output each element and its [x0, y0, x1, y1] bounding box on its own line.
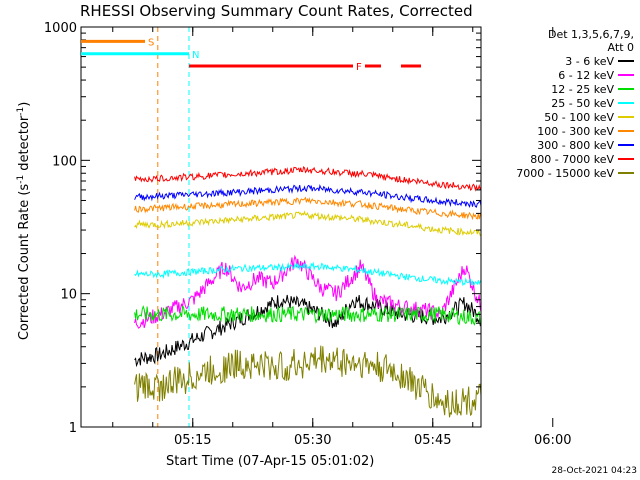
legend-label: 7000 - 15000 keV [516, 166, 614, 180]
plot-frame [80, 26, 482, 428]
legend-swatch [618, 144, 634, 146]
legend-swatch [618, 116, 634, 118]
legend-swatch [618, 102, 634, 104]
legend-label: 800 - 7000 keV [530, 152, 614, 166]
legend-entry: 6 - 12 keV [482, 68, 634, 82]
series-line-2 [134, 304, 481, 326]
legend-entry: 7000 - 15000 keV [482, 166, 634, 180]
chart-title: RHESSI Observing Summary Count Rates, Co… [80, 2, 473, 20]
legend-entry: 25 - 50 keV [482, 96, 634, 110]
x-tick-label-3: 06:00 [534, 433, 571, 448]
series-line-5 [134, 196, 481, 221]
x-tick-label-2: 05:45 [414, 433, 451, 448]
series-line-8 [134, 345, 481, 418]
legend-entry: 12 - 25 keV [482, 82, 634, 96]
legend-detectors: Det 1,3,5,6,7,9, [547, 28, 634, 41]
legend-label: 100 - 300 keV [537, 124, 614, 138]
ylabel-sup1: -1 [15, 174, 26, 184]
ylabel-end: ) [17, 101, 33, 107]
series-line-3 [134, 261, 481, 287]
x-tick-label-1: 05:30 [294, 433, 331, 448]
legend-swatch [618, 60, 634, 62]
flag-label-F: F [356, 62, 362, 73]
ylabel-mid: detector [17, 115, 33, 175]
series-line-6 [134, 184, 481, 208]
legend-entry: 3 - 6 keV [482, 54, 634, 68]
legend-entry: 50 - 100 keV [482, 110, 634, 124]
legend-attenuator: Att 0 [607, 41, 634, 54]
legend-label: 50 - 100 keV [544, 110, 614, 124]
x-tick-label-0: 05:15 [174, 433, 211, 448]
flag-label-N: N [192, 50, 199, 61]
legend: Det 1,3,5,6,7,9, Att 0 3 - 6 keV 6 - 12 k… [482, 28, 634, 180]
flag-label-S: S [148, 37, 154, 48]
x-axis-label: Start Time (07-Apr-15 05:01:02) [166, 454, 375, 469]
legend-swatch [618, 172, 634, 174]
plot-area [81, 27, 481, 427]
series-line-4 [134, 210, 481, 237]
legend-swatch [618, 130, 634, 132]
y-tick-label-0: 1 [69, 421, 77, 436]
legend-label: 12 - 25 keV [551, 82, 614, 96]
legend-swatch [618, 74, 634, 76]
y-axis-label: Corrected Count Rate (s-1 detector-1) [15, 102, 33, 341]
y-tick-label-2: 100 [52, 154, 77, 169]
y-tick-label-3: 1000 [44, 21, 77, 36]
timestamp: 28-Oct-2021 04:23 [551, 466, 637, 476]
legend-entry: 300 - 800 keV [482, 138, 634, 152]
legend-label: 6 - 12 keV [558, 68, 614, 82]
legend-label: 3 - 6 keV [565, 54, 614, 68]
y-tick-label-1: 10 [60, 288, 77, 303]
legend-entry: 100 - 300 keV [482, 124, 634, 138]
legend-label: 25 - 50 keV [551, 96, 614, 110]
legend-swatch [618, 158, 634, 160]
legend-label: 300 - 800 keV [537, 138, 614, 152]
ylabel-main: Corrected Count Rate (s [17, 183, 33, 341]
series-line-7 [134, 165, 481, 192]
ylabel-sup2: -1 [15, 106, 26, 116]
legend-entries: 3 - 6 keV 6 - 12 keV 12 - 25 keV 25 - 50 ke… [482, 54, 634, 180]
legend-entry: 800 - 7000 keV [482, 152, 634, 166]
legend-swatch [618, 88, 634, 90]
flags: S N F [81, 37, 421, 73]
